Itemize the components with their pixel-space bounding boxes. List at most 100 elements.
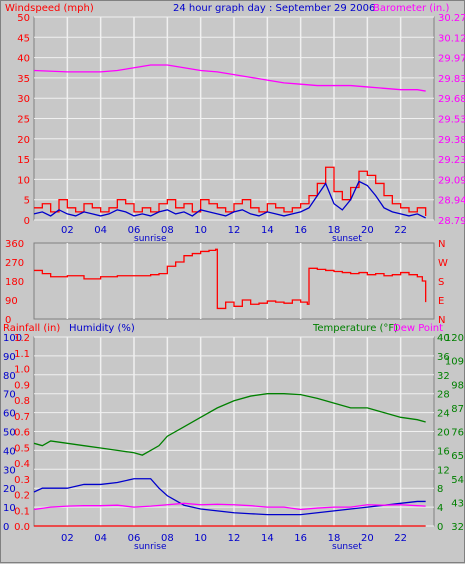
temperature-celsius-tick: 8 (437, 484, 443, 495)
x-tick-label: 16 (294, 533, 307, 544)
direction-compass-tick: N (438, 239, 445, 250)
x-tick-label: 08 (161, 225, 174, 236)
barometer-tick: 29.68 (438, 94, 465, 105)
windspeed-tick: 0 (24, 216, 30, 227)
humidity-axis-title: Humidity (%) (69, 323, 135, 334)
barometer-tick: 30.27 (438, 13, 465, 24)
x-tick-label: 14 (261, 225, 274, 236)
windspeed-tick: 40 (17, 54, 30, 65)
x-tick-label: 22 (394, 225, 407, 236)
temperature-fahrenheit-tick: 87 (451, 404, 464, 415)
temperature-fahrenheit-tick: 98 (451, 380, 464, 391)
humidity-tick: 10 (3, 503, 16, 514)
wind-baro-series (33, 64, 427, 219)
humidity-rainfall-tick-labels: 0 10 20 30 40 50 60 70 80 90 100 0.0 0.1 0.2 0.3 0.4 0.5… (3, 333, 30, 533)
humidity-tick: 40 (3, 446, 16, 457)
dewpoint-line (33, 502, 426, 511)
windspeed-tick: 25 (17, 115, 30, 126)
temp-hum-rain-series (33, 393, 426, 527)
x-tick-label: 04 (94, 533, 107, 544)
direction-compass-tick: E (438, 296, 444, 307)
rainfall-tick: 0.4 (14, 459, 30, 470)
barometer-tick: 30.12 (438, 33, 465, 44)
temperature-tick-labels: 0 4 8 12 16 20 24 28 32 36 40 32 43 54 65 76 87 98 109 120 (437, 333, 464, 533)
windspeed-tick-labels: 0 5 10 15 20 25 30 35 40 45 50 (17, 13, 30, 227)
wind-baro-time-labels: 02 04 06 08 10 12 14 16 18 20 22 (61, 225, 407, 236)
direction-compass-tick: N (438, 315, 445, 326)
x-tick-label: 10 (194, 533, 207, 544)
barometer-tick: 29.83 (438, 74, 465, 85)
sunset-label-1: sunset (332, 234, 362, 244)
direction-degree-tick: 180 (5, 277, 24, 288)
barometer-axis-title: Barometer (in.) (373, 3, 449, 14)
temperature-axis-title: Temperature (°F) (312, 323, 398, 334)
rainfall-tick: 1.2 (14, 333, 30, 344)
temp-hum-rain-grid (34, 336, 434, 527)
chart-title: 24 hour graph day : September 29 2006 (173, 3, 375, 14)
humidity-line (33, 478, 426, 516)
x-tick-label: 06 (128, 225, 141, 236)
x-tick-label: 20 (361, 225, 374, 236)
humidity-tick: 0 (3, 522, 9, 533)
barometer-tick: 28.79 (438, 216, 465, 227)
temperature-celsius-tick: 24 (437, 409, 450, 420)
temperature-celsius-tick: 0 (437, 522, 443, 533)
barometer-tick: 29.09 (438, 175, 465, 186)
rainfall-tick: 1.0 (14, 365, 30, 376)
temperature-celsius-tick: 40 (437, 333, 450, 344)
temperature-celsius-tick: 16 (437, 446, 450, 457)
humidity-tick: 100 (3, 333, 22, 344)
direction-degree-tick: 360 (5, 239, 24, 250)
direction-grid (66, 243, 402, 319)
barometer-tick: 29.53 (438, 115, 465, 126)
direction-degree-tick: 0 (5, 315, 11, 326)
x-tick-label: 10 (194, 225, 207, 236)
windspeed-axis-title: Windspeed (mph) (5, 3, 94, 14)
temperature-line (33, 393, 426, 456)
humidity-tick: 90 (3, 352, 16, 363)
x-tick-label: 18 (328, 225, 341, 236)
direction-degree-labels: 0 90 180 270 360 (5, 239, 24, 326)
x-tick-label: 02 (61, 533, 74, 544)
x-tick-label: 16 (294, 225, 307, 236)
barometer-tick: 28.94 (438, 196, 465, 207)
x-tick-label: 12 (228, 533, 241, 544)
x-tick-label: 18 (328, 533, 341, 544)
x-tick-label: 20 (361, 533, 374, 544)
barometer-tick: 29.38 (438, 135, 465, 146)
rainfall-tick: 0.9 (14, 380, 30, 391)
direction-degree-tick: 90 (5, 296, 18, 307)
temp-hum-rain-time-labels: 02 04 06 08 10 12 14 16 18 20 22 (61, 533, 407, 544)
windspeed-tick: 20 (17, 135, 30, 146)
wind-average-line (33, 180, 426, 219)
temperature-celsius-tick: 12 (437, 465, 450, 476)
temperature-celsius-tick: 32 (437, 371, 450, 382)
windspeed-tick: 35 (17, 74, 30, 85)
x-tick-label: 12 (228, 225, 241, 236)
temperature-celsius-tick: 36 (437, 352, 450, 363)
humidity-tick: 80 (3, 371, 16, 382)
temperature-celsius-tick: 20 (437, 428, 450, 439)
sunrise-label-1: sunrise (134, 234, 167, 244)
temperature-fahrenheit-tick: 109 (445, 357, 464, 368)
humidity-tick: 30 (3, 465, 16, 476)
windspeed-tick: 10 (17, 175, 30, 186)
rainfall-tick: 0.5 (14, 443, 30, 454)
x-tick-label: 06 (128, 533, 141, 544)
direction-compass-tick: S (438, 277, 444, 288)
windspeed-tick: 45 (17, 33, 30, 44)
temperature-fahrenheit-tick: 65 (451, 451, 464, 462)
temperature-fahrenheit-tick: 76 (451, 428, 464, 439)
humidity-tick: 20 (3, 484, 16, 495)
rainfall-tick: 0.6 (14, 428, 30, 439)
rainfall-axis-title: Rainfall (in) (3, 323, 60, 334)
temperature-fahrenheit-tick: 120 (445, 333, 464, 344)
x-tick-label: 02 (61, 225, 74, 236)
sunset-label-2: sunset (332, 542, 362, 552)
temperature-fahrenheit-tick: 54 (451, 475, 464, 486)
barometer-line (33, 64, 426, 92)
rainfall-tick: 0.8 (14, 396, 30, 407)
